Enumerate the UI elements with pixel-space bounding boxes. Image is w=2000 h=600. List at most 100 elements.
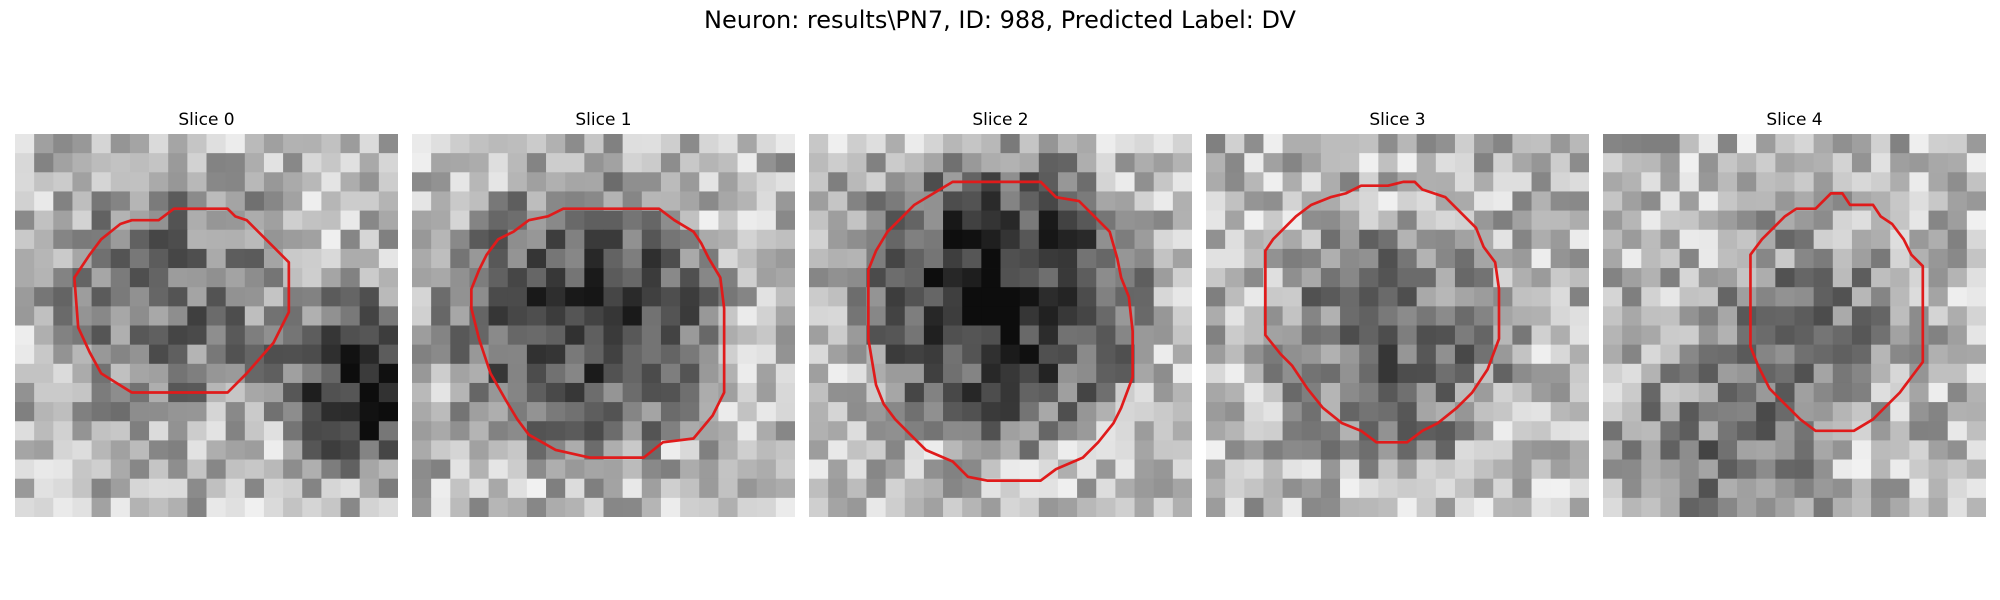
pixel [905, 153, 925, 173]
pixel [1871, 306, 1891, 326]
pixel [379, 460, 398, 480]
pixel [623, 268, 643, 288]
pixel [1756, 268, 1776, 288]
pixel [1909, 306, 1929, 326]
pixel [1359, 153, 1379, 173]
pixel [809, 345, 829, 365]
pixel [450, 421, 470, 441]
pixel [1775, 153, 1795, 173]
pixel [962, 479, 982, 499]
pixel [1775, 306, 1795, 326]
pixel [943, 326, 963, 346]
pixel [584, 306, 604, 326]
pixel [1909, 326, 1929, 346]
pixel [1622, 287, 1642, 307]
pixel [1814, 134, 1834, 154]
pixel [469, 421, 489, 441]
pixel [92, 498, 112, 517]
pixel [1225, 249, 1245, 269]
pixel [321, 249, 341, 269]
pixel [1718, 326, 1738, 346]
pixel [149, 460, 169, 480]
pixel [1206, 364, 1226, 384]
pixel [1680, 268, 1700, 288]
pixel [661, 153, 681, 173]
pixel [149, 134, 169, 154]
pixel [264, 287, 284, 307]
pixel [245, 134, 265, 154]
pixel [1532, 326, 1552, 346]
pixel [15, 172, 35, 192]
pixel [1058, 345, 1078, 365]
pixel [92, 326, 112, 346]
pixel [661, 479, 681, 499]
pixel [1680, 153, 1700, 173]
pixel [738, 479, 758, 499]
pixel [1020, 191, 1040, 211]
pixel [264, 249, 284, 269]
pixel [1378, 460, 1398, 480]
pixel [738, 306, 758, 326]
pixel [886, 153, 906, 173]
pixel [1660, 498, 1680, 517]
pixel [1948, 402, 1968, 422]
pixel [1660, 172, 1680, 192]
pixel [1096, 498, 1116, 517]
pixel [1551, 172, 1571, 192]
pixel [1814, 249, 1834, 269]
pixel [341, 345, 361, 365]
pixel [53, 172, 73, 192]
pixel [738, 440, 758, 460]
pixel [34, 479, 54, 499]
pixel [1775, 345, 1795, 365]
pixel [187, 364, 207, 384]
pixel [360, 440, 380, 460]
pixel [962, 326, 982, 346]
pixel [207, 402, 227, 422]
pixel [1493, 402, 1513, 422]
pixel [207, 421, 227, 441]
pixel [623, 326, 643, 346]
pixel [302, 191, 322, 211]
pixel [226, 421, 246, 441]
pixel [1154, 230, 1174, 250]
pixel [1225, 402, 1245, 422]
pixel [1532, 402, 1552, 422]
pixel [1833, 326, 1853, 346]
pixel [661, 421, 681, 441]
pixel [1570, 421, 1589, 441]
pixel [1417, 153, 1437, 173]
pixel [412, 402, 432, 422]
pixel [111, 402, 131, 422]
pixel [886, 364, 906, 384]
pixel [1115, 230, 1135, 250]
pixel [1680, 230, 1700, 250]
pixel [1173, 287, 1192, 307]
pixel [1359, 383, 1379, 403]
pixel [379, 287, 398, 307]
pixel [565, 153, 585, 173]
pixel [1699, 211, 1719, 231]
pixel [924, 498, 944, 517]
pixel [1929, 134, 1949, 154]
pixel [130, 460, 150, 480]
pixel [1890, 364, 1910, 384]
pixel [1173, 172, 1192, 192]
pixel [1929, 172, 1949, 192]
pixel [828, 153, 848, 173]
pixel [168, 460, 188, 480]
pixel [207, 326, 227, 346]
pixel [546, 364, 566, 384]
pixel [207, 479, 227, 499]
pixel [1154, 191, 1174, 211]
pixel [565, 230, 585, 250]
pixel [1718, 306, 1738, 326]
pixel [738, 287, 758, 307]
pixel [661, 364, 681, 384]
pixel [584, 230, 604, 250]
pixel [546, 479, 566, 499]
pixel [1814, 383, 1834, 403]
pixel [623, 383, 643, 403]
pixel [1474, 498, 1494, 517]
pixel [699, 345, 719, 365]
